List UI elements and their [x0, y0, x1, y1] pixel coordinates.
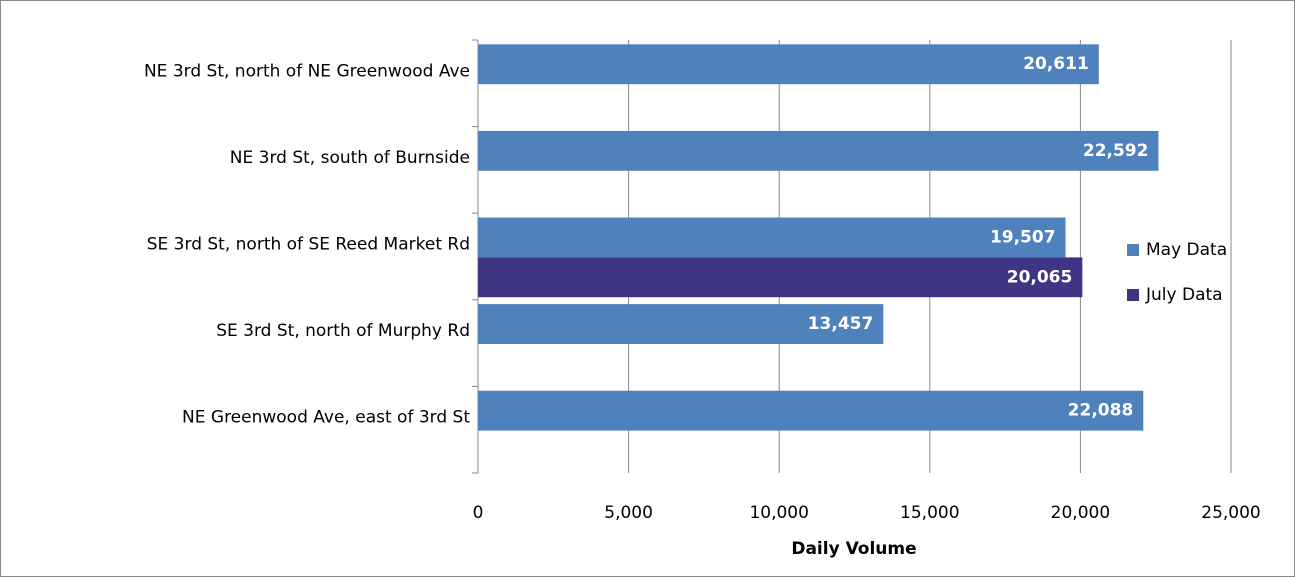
value-label: 13,457 [808, 314, 874, 334]
bar [478, 304, 884, 344]
y-tick-label: SE 3rd St, north of Murphy Rd [216, 321, 470, 341]
legend-swatch [1127, 244, 1139, 256]
y-tick-label: NE 3rd St, south of Burnside [230, 148, 470, 168]
y-tick-label: NE Greenwood Ave, east of 3rd St [182, 408, 470, 428]
value-label: 20,611 [1023, 54, 1089, 74]
bar [478, 390, 1144, 431]
x-tick-label: 25,000 [1201, 503, 1260, 523]
value-label: 22,592 [1083, 141, 1149, 161]
x-axis-title: Daily Volume [791, 539, 916, 559]
x-tick-label: 5,000 [604, 503, 653, 523]
x-tick-label: 20,000 [1051, 503, 1110, 523]
bar [478, 217, 1066, 258]
bar [478, 130, 1159, 171]
legend-label: May Data [1146, 240, 1227, 260]
bar [478, 257, 1083, 298]
x-tick-label: 10,000 [749, 503, 808, 523]
x-tick-label: 0 [473, 503, 484, 523]
legend-label: July Data [1145, 285, 1223, 305]
y-tick-label: SE 3rd St, north of SE Reed Market Rd [147, 235, 470, 255]
legend-swatch [1127, 289, 1139, 301]
y-tick-label: NE 3rd St, north of NE Greenwood Ave [144, 61, 470, 81]
x-tick-label: 15,000 [900, 503, 959, 523]
value-label: 19,507 [990, 227, 1056, 247]
value-label: 22,088 [1068, 401, 1134, 421]
bar [478, 44, 1099, 85]
value-label: 20,065 [1007, 267, 1073, 287]
